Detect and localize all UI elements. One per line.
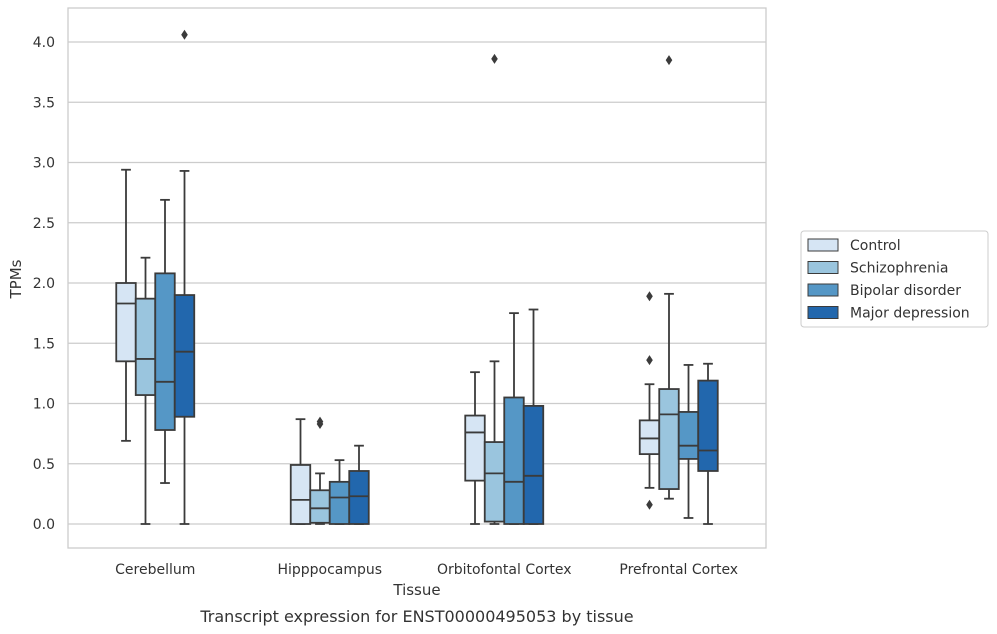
- outlier-point: [665, 55, 673, 66]
- legend-label: Schizophrenia: [850, 261, 948, 277]
- box-body: [348, 470, 370, 525]
- box-body: [115, 282, 137, 363]
- y-tick-label: 2.0: [33, 276, 55, 292]
- legend-label: Bipolar disorder: [850, 283, 961, 299]
- outlier-point: [316, 416, 324, 427]
- y-tick-label: 0.5: [33, 457, 55, 473]
- box-body: [289, 464, 312, 525]
- x-tick-label: Prefrontal Cortex: [619, 562, 738, 578]
- y-axis-title: TPMs: [7, 259, 25, 299]
- legend-swatch: [807, 283, 839, 297]
- box-major-depression: [697, 362, 719, 525]
- chart-caption: Transcript expression for ENST0000049505…: [199, 607, 633, 626]
- y-tick-label: 1.5: [33, 336, 55, 352]
- box-major-depression: [522, 308, 545, 525]
- y-tick-labels: 0.0 0.5 1.0 1.5 2.0 2.5 3.0 3.5 4.0: [33, 35, 55, 533]
- legend-swatch: [807, 261, 839, 274]
- box-body: [173, 294, 196, 418]
- legend-frame: [800, 230, 989, 328]
- box-bipolar-disorder: [503, 312, 525, 525]
- box-major-depression: [348, 444, 370, 525]
- box-body: [503, 396, 525, 525]
- y-tick-label: 1.0: [33, 397, 55, 413]
- box-body: [522, 405, 545, 525]
- x-tick-label: Cerebellum: [115, 562, 195, 578]
- outlier-point: [646, 355, 653, 366]
- box-schizophrenia: [309, 416, 331, 525]
- plot-frame: [67, 7, 767, 549]
- box-control: [289, 418, 312, 525]
- outlier-point: [646, 291, 653, 302]
- box-body: [134, 297, 157, 396]
- box-bipolar-disorder: [677, 364, 700, 519]
- box-body: [464, 414, 486, 482]
- y-tick-label: 3.0: [33, 156, 55, 172]
- x-tick-label: Orbitofontal Cortex: [437, 562, 572, 578]
- legend: Control Schizophrenia Bipolar disorder Majo…: [800, 230, 989, 328]
- y-tick-label: 0.0: [33, 517, 55, 533]
- legend-swatch: [807, 306, 839, 319]
- box-body: [638, 419, 661, 456]
- y-tick-label: 4.0: [33, 35, 55, 51]
- box-body: [658, 388, 680, 490]
- y-tick-label: 2.5: [33, 216, 55, 232]
- x-tick-label: Hipppocampus: [277, 562, 382, 578]
- outlier-point: [646, 499, 653, 510]
- box-bipolar-disorder: [154, 198, 176, 484]
- outlier-point: [181, 29, 188, 40]
- box-body: [677, 411, 700, 460]
- box-group: [115, 29, 719, 525]
- x-axis-title: Tissue: [392, 581, 440, 599]
- box-body: [483, 441, 506, 523]
- box-major-depression: [173, 29, 196, 525]
- box-body: [697, 379, 719, 472]
- box-body: [309, 489, 331, 524]
- legend-label: Control: [850, 238, 901, 254]
- legend-swatch: [807, 238, 839, 252]
- box-body: [328, 480, 351, 525]
- outlier-point: [491, 53, 498, 64]
- x-tick-labels: Cerebellum Hipppocampus Orbitofontal Corte…: [115, 562, 738, 578]
- y-tick-label: 3.5: [33, 95, 55, 111]
- legend-label: Major depression: [850, 306, 970, 322]
- box-body: [154, 272, 176, 431]
